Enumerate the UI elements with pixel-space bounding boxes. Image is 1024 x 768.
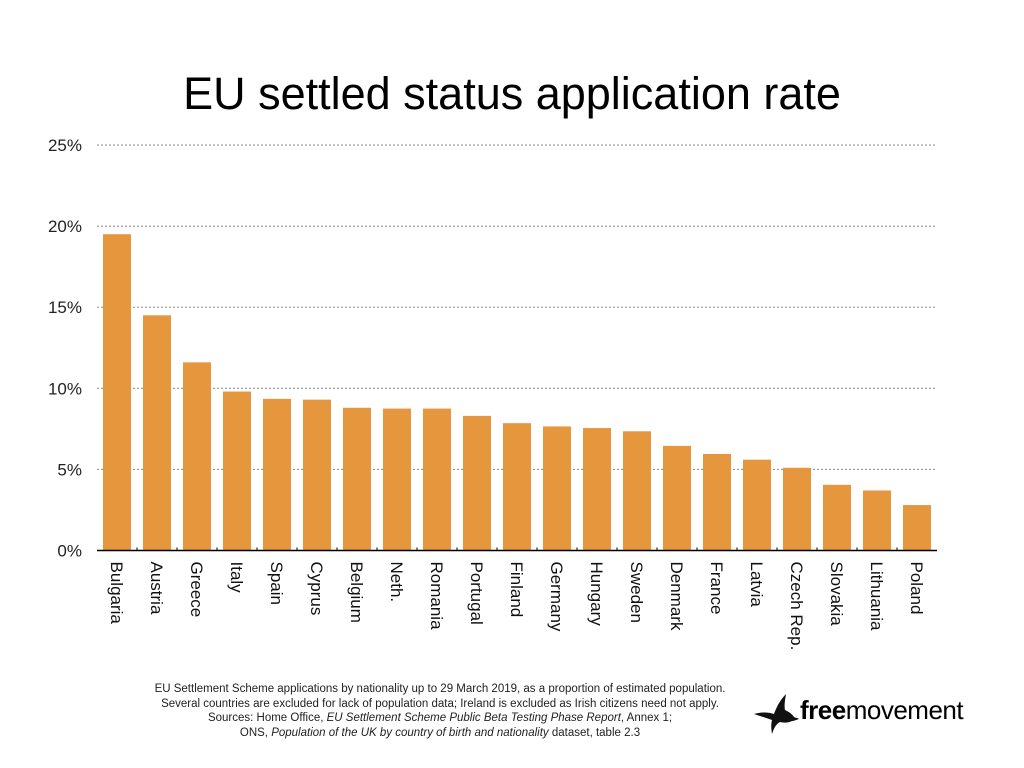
bar-italy xyxy=(223,391,251,551)
footnote-line-3: Sources: Home Office, EU Settlement Sche… xyxy=(120,711,760,726)
bar-bulgaria xyxy=(103,234,131,551)
bar-finland xyxy=(503,423,531,551)
bird-icon xyxy=(754,694,799,734)
bar-chart: 0% 5% 10% 15% 20% 25% Bulgaria Austria Greece Ita… xyxy=(48,136,937,651)
footnote-line-1: EU Settlement Scheme applications by nat… xyxy=(154,683,726,695)
y-tick-label: 20% xyxy=(48,217,82,236)
bar-cyprus xyxy=(303,399,331,551)
x-tick-label: Germany xyxy=(547,562,566,632)
x-tick-label: Finland xyxy=(507,562,526,618)
y-tick-label: 25% xyxy=(48,136,82,155)
bar-latvia xyxy=(743,459,771,551)
bar-neth- xyxy=(383,408,411,551)
y-tick-label: 10% xyxy=(48,379,82,398)
chart-title: EU settled status application rate xyxy=(183,68,841,119)
footnote-line-2: Several countries are excluded for lack … xyxy=(161,697,719,710)
y-tick-label: 5% xyxy=(57,460,82,479)
logo-wordmark: freemovement xyxy=(800,695,964,725)
source-prefix: Sources: Home Office, xyxy=(207,712,327,724)
source-title: EU Settlement Scheme Public Beta Testing… xyxy=(326,712,621,724)
bar-czech-rep- xyxy=(783,467,811,551)
x-tick-label: Cyprus xyxy=(307,562,326,616)
bar-austria xyxy=(143,315,171,551)
y-tick-label: 0% xyxy=(57,542,82,561)
x-tick-label: Bulgaria xyxy=(107,562,126,625)
x-tick-label: Belgium xyxy=(347,562,366,623)
bar-france xyxy=(703,453,731,551)
x-tick-label: Denmark xyxy=(667,562,686,631)
footnote: EU Settlement Scheme applications by nat… xyxy=(120,682,760,740)
y-tick-label: 15% xyxy=(48,298,82,317)
bar-belgium xyxy=(343,407,371,551)
freemovement-logo: freemovement xyxy=(752,690,982,738)
bar-poland xyxy=(903,505,931,551)
bar-romania xyxy=(423,408,451,551)
x-tick-label: France xyxy=(707,562,726,615)
x-tick-label: Greece xyxy=(187,562,206,618)
x-tick-label: Poland xyxy=(907,562,926,615)
source-suffix: dataset, table 2.3 xyxy=(548,726,641,739)
source-title: Population of the UK by country of birth… xyxy=(271,726,549,739)
x-tick-label: Hungary xyxy=(587,562,606,627)
footnote-line-4: ONS, Population of the UK by country of … xyxy=(120,726,760,741)
x-tick-label: Czech Rep. xyxy=(787,562,806,651)
x-tick-label: Portugal xyxy=(467,562,486,625)
bar-lithuania xyxy=(863,490,891,551)
source-prefix: ONS, xyxy=(239,726,272,739)
bar-portugal xyxy=(463,415,491,551)
bar-slovakia xyxy=(823,484,851,551)
bar-hungary xyxy=(583,428,611,551)
x-tick-label: Slovakia xyxy=(827,562,846,627)
x-tick-label: Austria xyxy=(147,562,166,615)
x-tick-label: Sweden xyxy=(627,562,646,623)
x-tick-label: Latvia xyxy=(747,562,766,608)
bar-greece xyxy=(183,362,211,551)
source-suffix: , Annex 1; xyxy=(620,712,673,724)
x-tick-label: Italy xyxy=(227,562,246,594)
bar-sweden xyxy=(623,431,651,551)
bar-denmark xyxy=(663,445,691,551)
x-tick-label: Spain xyxy=(267,562,286,605)
bar-spain xyxy=(263,398,291,551)
x-tick-label: Lithuania xyxy=(867,562,886,632)
bar-germany xyxy=(543,426,571,551)
x-tick-label: Neth. xyxy=(387,562,406,603)
x-tick-label: Romania xyxy=(427,562,446,631)
